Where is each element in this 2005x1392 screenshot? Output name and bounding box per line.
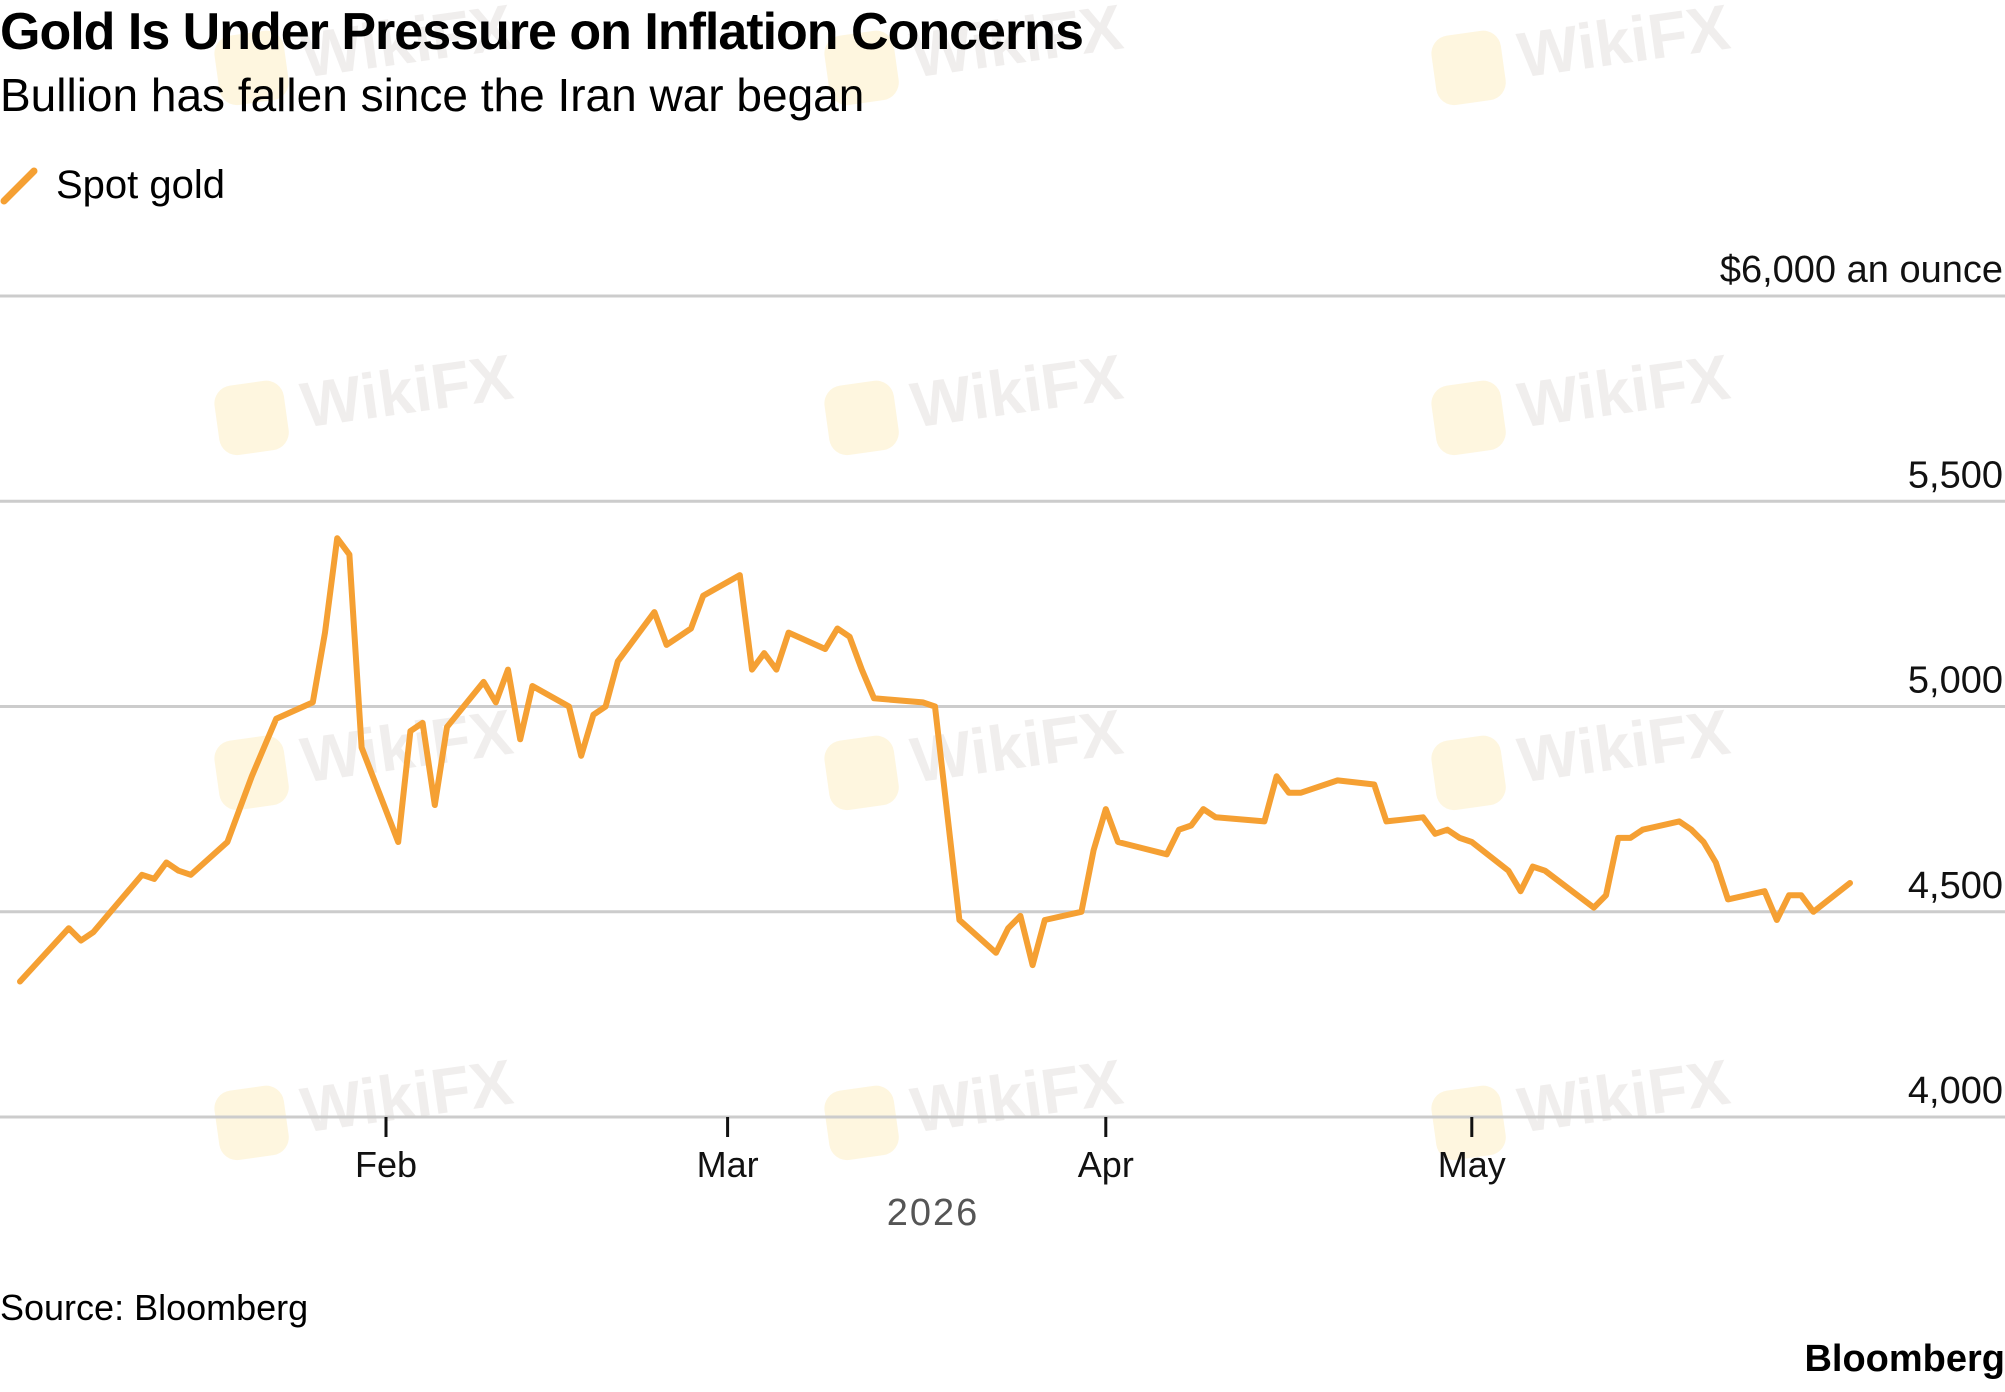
gridlines [0,294,2005,1119]
series-line-spot-gold [17,535,1853,985]
series-layer [17,535,1853,985]
y-axis: $6,000 an ounce 5,500 5,000 4,500 4,000 [1720,249,2003,1112]
chart-subtitle: Bullion has fallen since the Iran war be… [0,69,865,121]
chart-title: Gold Is Under Pressure on Inflation Conc… [0,3,1084,61]
brand-logo: Bloomberg [1804,1338,2005,1380]
x-tick-label: Feb [355,1144,417,1185]
legend: Spot gold [0,160,225,210]
y-tick-label: 5,500 [1908,454,2003,496]
source-note: Source: Bloomberg [0,1287,309,1328]
legend-label: Spot gold [56,162,226,207]
y-tick-label: 4,000 [1908,1070,2003,1112]
x-axis: Feb Mar Apr May 2026 [355,1117,1506,1234]
y-tick-label: $6,000 an ounce [1720,249,2003,291]
legend-swatch-icon [0,167,38,205]
y-tick-label: 4,500 [1908,865,2003,907]
x-tick-label: May [1438,1144,1506,1185]
x-tick-label: Mar [697,1144,759,1185]
x-tick-label: Apr [1078,1144,1134,1185]
y-tick-label: 5,000 [1908,660,2003,702]
x-axis-label: 2026 [887,1192,980,1234]
